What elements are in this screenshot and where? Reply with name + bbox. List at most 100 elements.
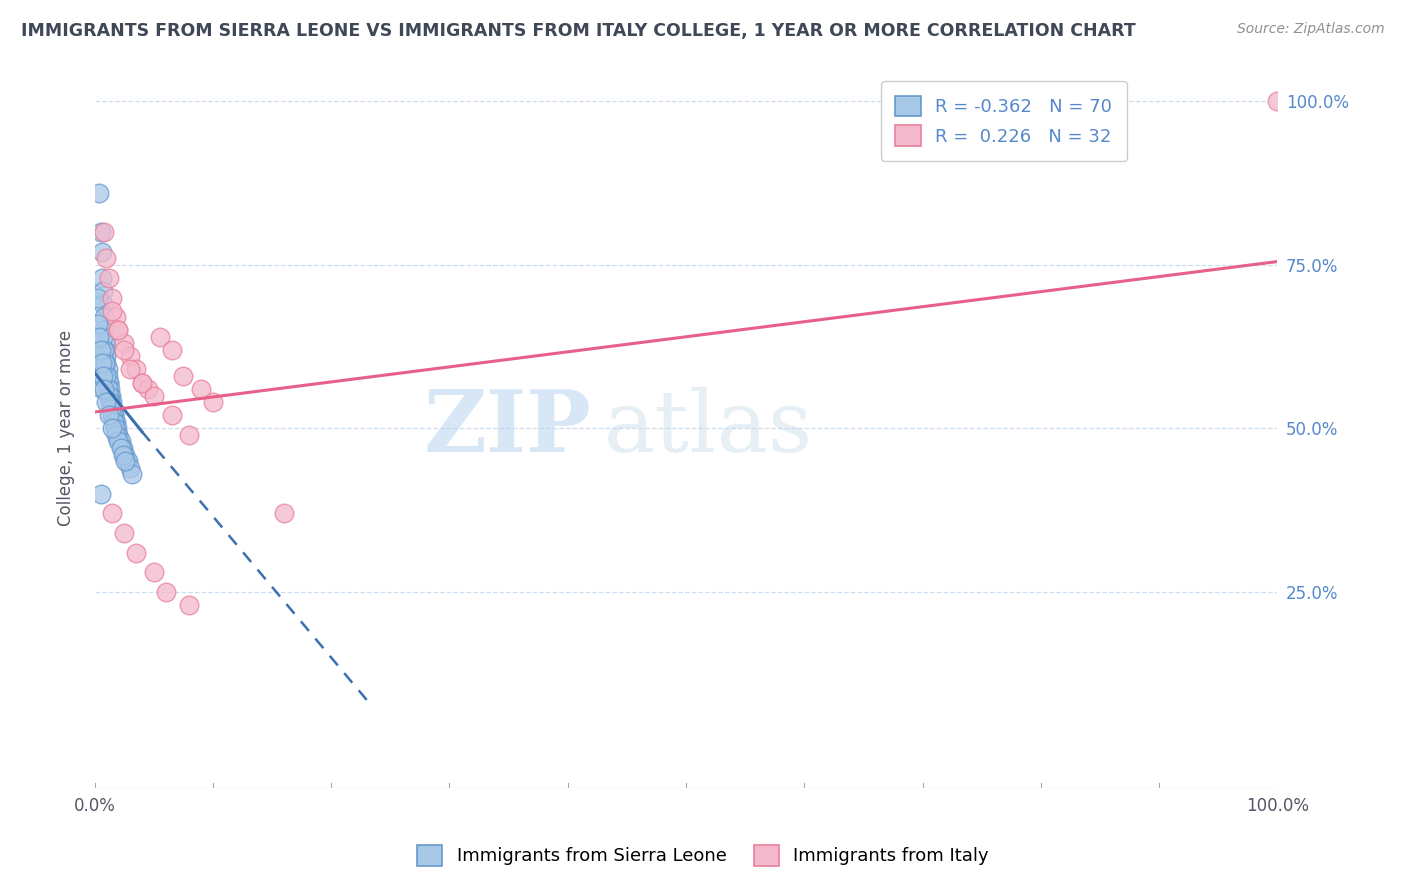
Point bbox=[98, 382, 121, 396]
Point bbox=[104, 421, 127, 435]
Point bbox=[201, 395, 224, 409]
Point bbox=[87, 317, 110, 331]
Point bbox=[131, 376, 153, 390]
Point bbox=[101, 291, 124, 305]
Point bbox=[112, 526, 135, 541]
Point bbox=[142, 566, 165, 580]
Point bbox=[90, 343, 112, 357]
Point bbox=[94, 343, 117, 357]
Point bbox=[114, 448, 136, 462]
Point bbox=[104, 415, 127, 429]
Point bbox=[107, 434, 129, 449]
Point bbox=[120, 460, 142, 475]
Point bbox=[104, 421, 127, 435]
Point bbox=[115, 454, 138, 468]
Point bbox=[142, 389, 165, 403]
Point bbox=[101, 303, 124, 318]
Point bbox=[93, 382, 115, 396]
Point bbox=[103, 409, 125, 423]
Text: Source: ZipAtlas.com: Source: ZipAtlas.com bbox=[1237, 22, 1385, 37]
Point bbox=[120, 350, 142, 364]
Point bbox=[107, 428, 129, 442]
Point bbox=[1267, 94, 1289, 108]
Point bbox=[93, 323, 115, 337]
Point bbox=[90, 271, 112, 285]
Point bbox=[112, 336, 135, 351]
Point bbox=[120, 362, 142, 376]
Text: ZIP: ZIP bbox=[423, 386, 592, 470]
Point bbox=[125, 362, 148, 376]
Point bbox=[100, 389, 122, 403]
Point bbox=[89, 330, 111, 344]
Point bbox=[160, 343, 183, 357]
Point bbox=[107, 323, 129, 337]
Point bbox=[104, 310, 127, 325]
Point bbox=[117, 454, 139, 468]
Point bbox=[90, 244, 112, 259]
Point bbox=[91, 330, 114, 344]
Point bbox=[104, 415, 127, 429]
Point bbox=[98, 389, 121, 403]
Point bbox=[91, 297, 114, 311]
Point bbox=[104, 428, 127, 442]
Point bbox=[89, 356, 111, 370]
Point bbox=[103, 415, 125, 429]
Y-axis label: College, 1 year or more: College, 1 year or more bbox=[58, 330, 75, 526]
Point bbox=[97, 376, 120, 390]
Point bbox=[96, 356, 118, 370]
Point bbox=[100, 395, 122, 409]
Point bbox=[101, 395, 124, 409]
Legend: Immigrants from Sierra Leone, Immigrants from Italy: Immigrants from Sierra Leone, Immigrants… bbox=[405, 832, 1001, 879]
Point bbox=[114, 454, 136, 468]
Legend: R = -0.362   N = 70, R =  0.226   N = 32: R = -0.362 N = 70, R = 0.226 N = 32 bbox=[882, 81, 1126, 161]
Point bbox=[97, 362, 120, 376]
Point bbox=[107, 428, 129, 442]
Point bbox=[97, 369, 120, 384]
Point bbox=[90, 225, 112, 239]
Point bbox=[101, 409, 124, 423]
Point bbox=[190, 382, 212, 396]
Point bbox=[125, 546, 148, 560]
Text: IMMIGRANTS FROM SIERRA LEONE VS IMMIGRANTS FROM ITALY COLLEGE, 1 YEAR OR MORE CO: IMMIGRANTS FROM SIERRA LEONE VS IMMIGRAN… bbox=[21, 22, 1136, 40]
Point bbox=[149, 330, 172, 344]
Point bbox=[91, 284, 114, 298]
Point bbox=[98, 395, 121, 409]
Point bbox=[90, 382, 112, 396]
Point bbox=[93, 225, 115, 239]
Text: atlas: atlas bbox=[603, 387, 813, 470]
Point bbox=[100, 401, 122, 416]
Point bbox=[97, 376, 120, 390]
Point bbox=[273, 507, 295, 521]
Point bbox=[105, 421, 128, 435]
Point bbox=[111, 448, 134, 462]
Point bbox=[155, 585, 177, 599]
Point bbox=[111, 441, 134, 455]
Point bbox=[101, 507, 124, 521]
Point bbox=[87, 291, 110, 305]
Point bbox=[121, 467, 143, 482]
Point bbox=[89, 186, 111, 200]
Point bbox=[96, 350, 118, 364]
Point bbox=[93, 343, 115, 357]
Point bbox=[172, 369, 194, 384]
Point bbox=[96, 369, 118, 384]
Point bbox=[97, 389, 120, 403]
Point bbox=[179, 428, 201, 442]
Point bbox=[103, 409, 125, 423]
Point bbox=[112, 448, 135, 462]
Point bbox=[94, 336, 117, 351]
Point bbox=[179, 598, 201, 612]
Point bbox=[97, 271, 120, 285]
Point bbox=[107, 323, 129, 337]
Point bbox=[90, 356, 112, 370]
Point bbox=[96, 252, 118, 266]
Point bbox=[110, 434, 132, 449]
Point bbox=[112, 343, 135, 357]
Point bbox=[108, 434, 131, 449]
Point bbox=[90, 369, 112, 384]
Point bbox=[90, 487, 112, 501]
Point bbox=[93, 310, 115, 325]
Point bbox=[160, 409, 183, 423]
Point bbox=[94, 356, 117, 370]
Point bbox=[97, 409, 120, 423]
